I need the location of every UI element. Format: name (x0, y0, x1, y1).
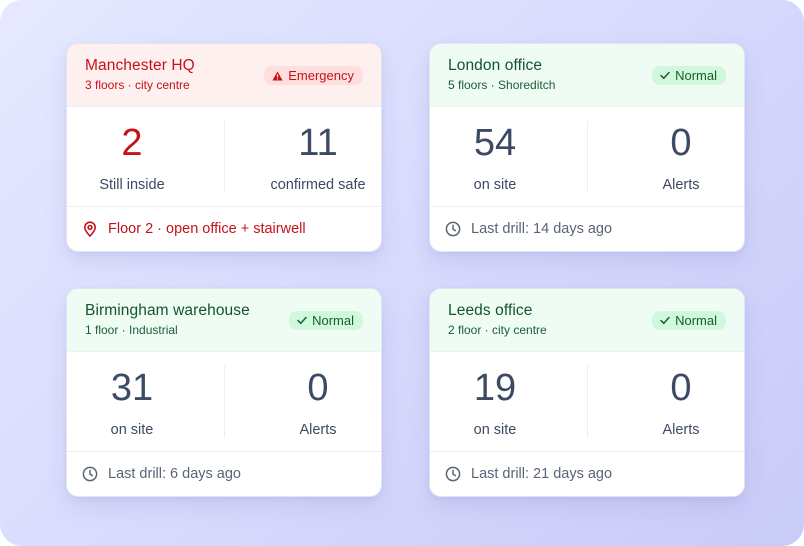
site-card-header: Manchester HQ 3 floors · city centre Eme… (67, 44, 381, 107)
check-icon (660, 71, 670, 80)
location-pin-icon (84, 221, 96, 237)
status-badge-label: Normal (312, 313, 354, 328)
status-badge: Normal (652, 311, 726, 330)
site-card-manchester-hq[interactable]: Manchester HQ 3 floors · city centre Eme… (66, 43, 382, 252)
stat-divider (224, 121, 225, 193)
stat-on-site: 19 on site (430, 352, 588, 452)
stat-value: 0 (307, 367, 329, 409)
stat-divider (587, 121, 588, 193)
status-badge: Normal (289, 311, 363, 330)
stat-value: 11 (298, 122, 338, 164)
stat-value: 0 (670, 122, 692, 164)
check-icon (660, 316, 670, 325)
site-card-header: London office 5 floors · Shoreditch Norm… (430, 44, 744, 107)
stat-label: Still inside (99, 177, 165, 193)
site-subtitle: 2 floor · city centre (448, 323, 547, 337)
status-badge-label: Emergency (288, 68, 354, 83)
site-name: Birmingham warehouse (85, 302, 250, 319)
stat-value: 0 (670, 367, 692, 409)
stat-still-inside: 2 Still inside (67, 107, 225, 207)
site-subtitle: 3 floors · city centre (85, 78, 190, 92)
site-card-footer: Last drill: 6 days ago (67, 452, 381, 496)
site-card-birmingham-warehouse[interactable]: Birmingham warehouse 1 floor · Industria… (66, 288, 382, 497)
stat-alerts: 0 Alerts (588, 107, 744, 207)
site-card-footer: Last drill: 14 days ago (430, 207, 744, 251)
site-card-london-office[interactable]: London office 5 floors · Shoreditch Norm… (429, 43, 745, 252)
stat-label: Alerts (662, 177, 700, 193)
site-name: Manchester HQ (85, 57, 195, 74)
status-badge: Emergency (264, 66, 363, 85)
stat-on-site: 54 on site (430, 107, 588, 207)
site-card-leeds-office[interactable]: Leeds office 2 floor · city centre Norma… (429, 288, 745, 497)
footer-text: Last drill: 14 days ago (471, 221, 613, 237)
stat-label: Alerts (299, 422, 337, 438)
site-card-header: Leeds office 2 floor · city centre Norma… (430, 289, 744, 352)
stat-on-site: 31 on site (67, 352, 225, 452)
stat-divider (587, 366, 588, 438)
site-stats: 2 Still inside 11 confirmed safe (67, 107, 381, 207)
stat-alerts: 0 Alerts (225, 352, 381, 452)
stat-label: on site (473, 177, 517, 193)
footer-text: Last drill: 21 days ago (471, 466, 613, 482)
site-subtitle: 5 floors · Shoreditch (448, 78, 556, 92)
stat-label: on site (110, 422, 154, 438)
stat-alerts: 0 Alerts (588, 352, 744, 452)
site-card-footer[interactable]: Floor 2 · open office + stairwell (67, 207, 381, 251)
stat-confirmed-safe: 11 confirmed safe (225, 107, 381, 207)
status-badge: Normal (652, 66, 726, 85)
stat-value: 19 (473, 367, 517, 409)
clock-icon (82, 466, 98, 482)
status-badge-label: Normal (675, 313, 717, 328)
site-subtitle: 1 floor · Industrial (85, 323, 178, 337)
stat-value: 31 (110, 367, 154, 409)
site-card-header: Birmingham warehouse 1 floor · Industria… (67, 289, 381, 352)
stat-label: on site (473, 422, 517, 438)
site-name: Leeds office (448, 302, 533, 319)
check-icon (297, 316, 307, 325)
status-badge-label: Normal (675, 68, 717, 83)
site-stats: 19 on site 0 Alerts (430, 352, 744, 452)
stat-value: 2 (121, 122, 143, 164)
clock-icon (445, 466, 461, 482)
footer-text: Floor 2 · open office + stairwell (108, 221, 306, 237)
site-stats: 54 on site 0 Alerts (430, 107, 744, 207)
stat-label: Alerts (662, 422, 700, 438)
clock-icon (445, 221, 461, 237)
stat-label: confirmed safe (270, 177, 366, 193)
warning-icon (272, 71, 283, 80)
footer-text: Last drill: 6 days ago (108, 466, 241, 482)
site-card-footer: Last drill: 21 days ago (430, 452, 744, 496)
site-stats: 31 on site 0 Alerts (67, 352, 381, 452)
site-name: London office (448, 57, 543, 74)
stat-divider (224, 366, 225, 438)
stat-value: 54 (473, 122, 517, 164)
